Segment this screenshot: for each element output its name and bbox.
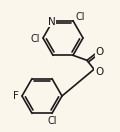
Text: Cl: Cl bbox=[30, 34, 40, 44]
Text: Cl: Cl bbox=[75, 12, 85, 22]
Text: O: O bbox=[95, 67, 103, 77]
Text: N: N bbox=[48, 17, 56, 27]
Text: F: F bbox=[13, 91, 19, 101]
Text: Cl: Cl bbox=[47, 116, 57, 126]
Text: O: O bbox=[96, 47, 104, 57]
